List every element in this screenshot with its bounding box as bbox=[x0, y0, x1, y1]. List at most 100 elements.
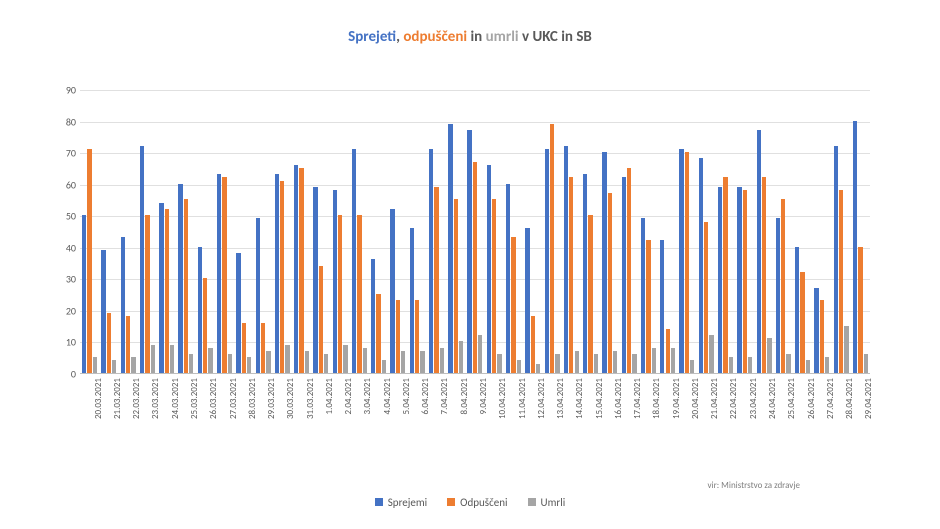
bar bbox=[189, 354, 193, 373]
bar bbox=[550, 124, 554, 373]
bar bbox=[198, 247, 202, 373]
bar bbox=[781, 199, 785, 373]
x-tick-label: 12.04.2021 bbox=[536, 378, 547, 419]
bar bbox=[679, 149, 683, 373]
bar bbox=[806, 360, 810, 373]
bar bbox=[415, 300, 419, 373]
bar bbox=[203, 278, 207, 373]
bar bbox=[87, 149, 91, 373]
bar bbox=[343, 345, 347, 373]
x-tick-label: 31.03.2021 bbox=[305, 378, 316, 419]
bar bbox=[236, 253, 240, 373]
bar bbox=[294, 165, 298, 373]
y-tick-label: 30 bbox=[56, 273, 76, 286]
bar bbox=[170, 345, 174, 373]
bar bbox=[497, 354, 501, 373]
bar bbox=[285, 345, 289, 373]
bar bbox=[737, 187, 741, 373]
bar bbox=[652, 348, 656, 373]
bar bbox=[786, 354, 790, 373]
bar bbox=[208, 348, 212, 373]
bar bbox=[363, 348, 367, 373]
bar bbox=[333, 190, 337, 373]
bar bbox=[632, 354, 636, 373]
source-attribution: vir: Ministrstvo za zdravje bbox=[707, 480, 800, 491]
x-tick-label: 8.04.2021 bbox=[459, 378, 470, 414]
bar bbox=[313, 187, 317, 373]
y-tick-label: 50 bbox=[56, 210, 76, 223]
bar bbox=[228, 354, 232, 373]
bar bbox=[261, 323, 265, 373]
bar bbox=[478, 335, 482, 373]
bar bbox=[448, 124, 452, 373]
title-part: in bbox=[467, 28, 486, 46]
bar bbox=[357, 215, 361, 373]
bar bbox=[525, 228, 529, 373]
x-tick-label: 27.03.2021 bbox=[228, 378, 239, 419]
bar bbox=[506, 184, 510, 373]
bar bbox=[613, 351, 617, 373]
bar bbox=[814, 288, 818, 373]
bar bbox=[844, 326, 848, 373]
x-tick-label: 4.04.2021 bbox=[382, 378, 393, 414]
x-tick-label: 23.04.2021 bbox=[748, 378, 759, 419]
gridline bbox=[80, 90, 870, 91]
bar bbox=[864, 354, 868, 373]
bar bbox=[107, 313, 111, 373]
bar bbox=[101, 250, 105, 373]
bar bbox=[671, 348, 675, 373]
bar bbox=[112, 360, 116, 373]
x-tick-label: 13.04.2021 bbox=[555, 378, 566, 419]
chart-legend: SprejemiOdpuščeniUmrli bbox=[0, 496, 940, 510]
x-tick-label: 11.04.2021 bbox=[517, 378, 528, 419]
bar bbox=[660, 240, 664, 373]
bar bbox=[820, 300, 824, 373]
legend-swatch bbox=[375, 498, 383, 506]
bar bbox=[420, 351, 424, 373]
x-tick-label: 26.04.2021 bbox=[806, 378, 817, 419]
x-tick-label: 23.03.2021 bbox=[150, 378, 161, 419]
bar bbox=[825, 357, 829, 373]
x-tick-label: 5.04.2021 bbox=[401, 378, 412, 414]
bar bbox=[454, 199, 458, 373]
bar bbox=[858, 247, 862, 373]
x-tick-label: 20.03.2021 bbox=[93, 378, 104, 419]
bar bbox=[608, 193, 612, 373]
y-tick-label: 0 bbox=[56, 368, 76, 381]
legend-label: Odpuščeni bbox=[460, 496, 507, 509]
bar bbox=[834, 146, 838, 373]
bar bbox=[434, 187, 438, 373]
legend-swatch bbox=[528, 498, 536, 506]
y-tick-label: 70 bbox=[56, 147, 76, 160]
title-part: Sprejeti bbox=[348, 28, 396, 46]
legend-label: Umrli bbox=[541, 496, 566, 509]
bar bbox=[800, 272, 804, 373]
x-tick-label: 7.04.2021 bbox=[439, 378, 450, 414]
bar bbox=[666, 329, 670, 373]
bar bbox=[131, 357, 135, 373]
bar bbox=[569, 177, 573, 373]
bar bbox=[594, 354, 598, 373]
bar bbox=[324, 354, 328, 373]
bar bbox=[627, 168, 631, 373]
x-tick-label: 10.04.2021 bbox=[497, 378, 508, 419]
bar bbox=[583, 174, 587, 373]
bar bbox=[646, 240, 650, 373]
bar bbox=[305, 351, 309, 373]
x-tick-label: 17.04.2021 bbox=[632, 378, 643, 419]
legend-item: Odpuščeni bbox=[447, 496, 507, 509]
x-tick-label: 30.03.2021 bbox=[285, 378, 296, 419]
bar bbox=[839, 190, 843, 373]
bar bbox=[382, 360, 386, 373]
x-tick-label: 24.03.2021 bbox=[170, 378, 181, 419]
bar bbox=[247, 357, 251, 373]
x-axis-labels: 20.03.202121.03.202122.03.202123.03.2021… bbox=[80, 378, 870, 458]
bar bbox=[795, 247, 799, 373]
bar bbox=[299, 168, 303, 373]
bar bbox=[743, 190, 747, 373]
bar bbox=[685, 152, 689, 373]
y-tick-label: 40 bbox=[56, 241, 76, 254]
bar bbox=[184, 199, 188, 373]
x-tick-label: 22.04.2021 bbox=[728, 378, 739, 419]
x-tick-label: 2.04.2021 bbox=[343, 378, 354, 414]
